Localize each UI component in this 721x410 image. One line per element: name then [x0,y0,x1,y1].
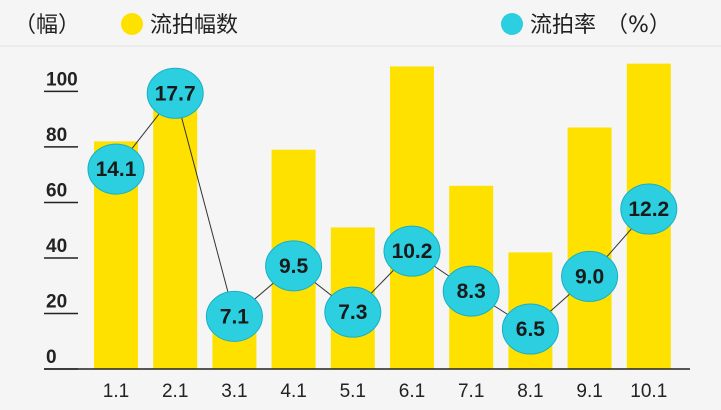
right-axis-label: （%） [606,13,671,38]
x-tick-label: 9.1 [576,381,602,402]
legend-bar-label: 流拍幅数 [150,13,238,38]
x-tick-label: 1.1 [103,381,129,402]
rate-label-7.1: 8.3 [457,280,486,303]
legend-line-label: 流拍率 [530,13,596,38]
rate-marker-4.1 [265,240,323,292]
rate-label-3.1: 7.1 [220,305,250,328]
rate-label-9.1: 9.0 [575,265,604,288]
x-tick-label: 2.1 [162,381,188,402]
x-tick-label: 6.1 [399,381,425,402]
rate-marker-1.1 [87,143,145,195]
y-axis-ticks: 0 20 40 60 80 100 [44,69,78,370]
x-tick-label: 3.1 [221,381,247,402]
y-tick-label: 80 [46,125,67,146]
rate-label-6.1: 10.2 [392,240,433,263]
rate-line [115,92,650,330]
rate-marker-5.1 [324,286,382,338]
y-tick-label: 40 [46,236,67,257]
y-tick-label: 0 [46,347,57,368]
left-axis-label: （幅） [14,13,80,38]
y-tick-label: 60 [46,180,67,201]
x-tick-label: 7.1 [458,381,484,402]
rate-label-8.1: 6.5 [516,318,546,341]
x-tick-label: 5.1 [340,381,366,402]
rate-marker-7.1 [442,265,500,317]
rate-marker-6.1 [383,225,441,277]
bar-6.1 [390,66,434,370]
y-tick-label: 20 [46,291,67,312]
rate-label-2.1: 17.7 [155,82,196,105]
legend-line-marker [501,13,523,35]
rate-marker-9.1 [561,250,619,302]
rate-label-5.1: 7.3 [338,301,367,324]
rate-label-1.1: 14.1 [96,158,137,181]
legend-bar-marker [121,13,143,35]
bar-2.1 [153,94,198,370]
x-tick-label: 8.1 [517,381,543,402]
y-tick-label: 100 [46,69,78,90]
rate-label-10.1: 12.2 [628,198,669,221]
rate-marker-8.1 [501,303,559,355]
bar-9.1 [567,127,612,369]
rate-markers: 14.1 17.7 7.1 9.5 7.3 10.2 8.3 6.5 9.0 12.2 [87,67,678,355]
rate-line-series [115,92,650,330]
rate-marker-2.1 [146,67,204,119]
x-tick-label: 4.1 [280,381,306,402]
x-tick-label: 10.1 [630,381,667,402]
rate-label-4.1: 9.5 [279,255,309,278]
rate-marker-10.1 [620,183,678,235]
x-axis-ticks: 1.1 2.1 3.1 4.1 5.1 6.1 7.1 8.1 9.1 10.1 [103,381,668,402]
rate-marker-3.1 [205,290,263,342]
